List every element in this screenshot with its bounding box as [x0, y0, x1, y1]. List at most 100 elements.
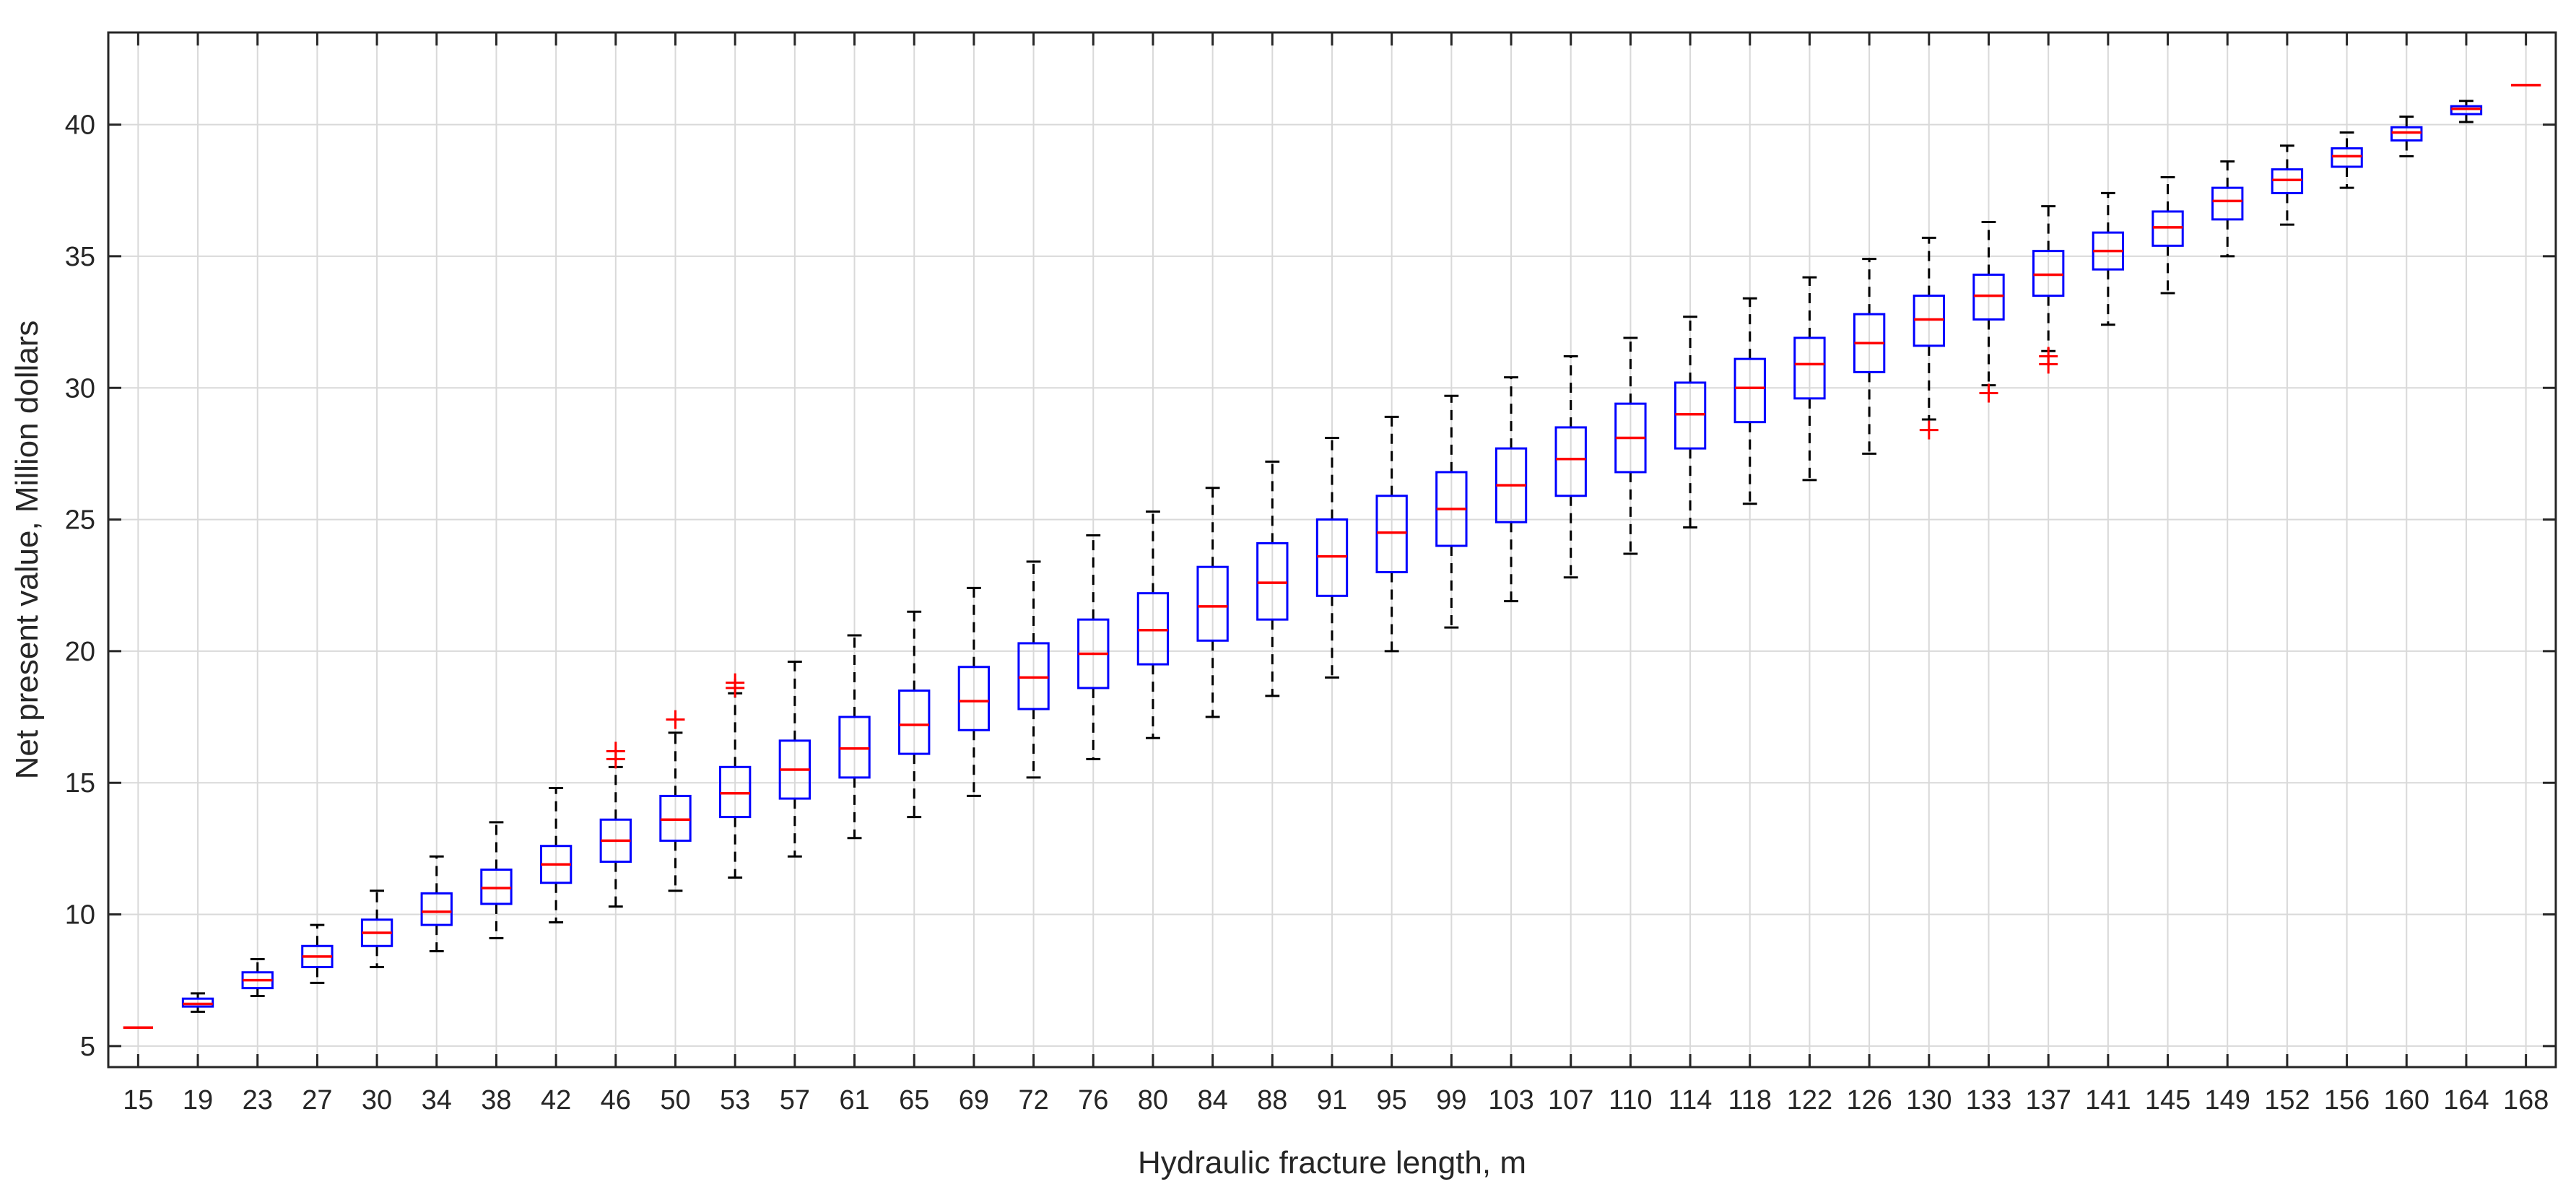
- box-group: [778, 660, 811, 858]
- x-tick-label: 110: [1609, 1085, 1653, 1115]
- outlier-marker: [726, 673, 745, 692]
- box-group: [181, 992, 214, 1013]
- box-group: [1853, 258, 1886, 455]
- x-tick-label: 50: [660, 1085, 690, 1115]
- grid-lines: [108, 32, 2556, 1067]
- x-tick-label: 27: [302, 1085, 332, 1115]
- y-tick-label: 10: [65, 900, 95, 931]
- iqr-box: [659, 794, 692, 842]
- x-tick-label: 15: [123, 1085, 153, 1115]
- x-tick-label: 69: [959, 1085, 989, 1115]
- box-group: [838, 634, 871, 840]
- box-group: [1913, 236, 1945, 440]
- x-tick-label: 53: [720, 1085, 750, 1115]
- iqr-box: [838, 715, 871, 779]
- box-group: [1972, 221, 2005, 403]
- x-tick-label: 141: [2085, 1085, 2131, 1115]
- y-tick-label: 5: [80, 1032, 95, 1062]
- x-tick-label: 72: [1018, 1085, 1048, 1115]
- iqr-box: [1136, 592, 1170, 666]
- x-tick-label: 137: [2025, 1085, 2071, 1115]
- iqr-box: [181, 997, 214, 1008]
- x-tick-label: 168: [2503, 1085, 2549, 1115]
- plot-area: [123, 84, 2541, 1030]
- outlier-marker: [1979, 383, 1998, 403]
- x-tick-label: 126: [1846, 1085, 1892, 1115]
- iqr-box: [1256, 541, 1289, 621]
- box-group: [1017, 560, 1050, 779]
- box-group: [1793, 276, 1826, 482]
- x-tick-label: 46: [601, 1085, 631, 1115]
- box-group: [2151, 176, 2184, 295]
- box-group: [2331, 131, 2363, 189]
- box-group: [539, 786, 573, 923]
- x-tick-label: 61: [839, 1085, 869, 1115]
- x-tick-label: 76: [1078, 1085, 1108, 1115]
- box-group: [1136, 510, 1170, 739]
- x-tick-label: 19: [183, 1085, 213, 1115]
- iqr-box: [1315, 518, 1349, 597]
- x-tick-label: 164: [2443, 1085, 2489, 1115]
- box-group: [360, 889, 393, 968]
- x-tick-label: 38: [481, 1085, 511, 1115]
- box-group: [957, 586, 991, 797]
- y-tick-label: 30: [65, 373, 95, 404]
- box-group: [480, 821, 513, 939]
- box-group: [2211, 160, 2244, 258]
- x-tick-label: 149: [2205, 1085, 2250, 1115]
- x-tick-label: 30: [362, 1085, 392, 1115]
- x-tick-label: 88: [1257, 1085, 1287, 1115]
- box-group: [1256, 460, 1289, 697]
- box-group: [1196, 487, 1229, 718]
- axis-ticks: 5 10 15 20 25 30 35 40 15 19 23 27 30 34 38 42 46 50 53 57 6…: [65, 32, 2556, 1115]
- iqr-box: [719, 765, 752, 819]
- iqr-box: [1793, 336, 1826, 400]
- y-tick-label: 35: [65, 242, 95, 272]
- box-group: [1674, 316, 1707, 529]
- box-group: [2092, 191, 2125, 326]
- box-group: [1614, 336, 1647, 555]
- iqr-box: [2271, 168, 2304, 194]
- y-axis-label: Net present value, Million dollars: [9, 321, 45, 780]
- box-group: [420, 855, 453, 953]
- y-tick-label: 15: [65, 768, 95, 799]
- box-group: [659, 710, 692, 892]
- box-group: [2271, 144, 2304, 226]
- iqr-box: [1375, 495, 1408, 573]
- iqr-box: [2390, 126, 2423, 142]
- x-tick-label: 156: [2324, 1085, 2370, 1115]
- x-tick-label: 99: [1436, 1085, 1466, 1115]
- x-tick-label: 42: [541, 1085, 571, 1115]
- x-tick-label: 65: [899, 1085, 929, 1115]
- x-tick-label: 80: [1138, 1085, 1168, 1115]
- x-axis-label: Hydraulic fracture length, m: [1138, 1145, 1526, 1180]
- iqr-box: [2450, 105, 2483, 116]
- x-tick-label: 107: [1548, 1085, 1593, 1115]
- x-tick-label: 34: [422, 1085, 452, 1115]
- iqr-box: [1196, 565, 1229, 642]
- iqr-box: [2151, 210, 2184, 247]
- x-tick-label: 91: [1317, 1085, 1347, 1115]
- x-tick-label: 130: [1906, 1085, 1951, 1115]
- iqr-box: [1972, 273, 2005, 321]
- x-tick-label: 160: [2384, 1085, 2429, 1115]
- box-group: [1077, 534, 1110, 760]
- iqr-box: [1674, 381, 1707, 450]
- outlier-marker: [2039, 347, 2058, 366]
- box-group: [1494, 376, 1528, 603]
- x-tick-label: 23: [243, 1085, 273, 1115]
- x-tick-label: 57: [780, 1085, 810, 1115]
- box-group: [599, 741, 632, 908]
- outlier-marker: [606, 741, 625, 761]
- y-tick-label: 40: [65, 110, 95, 141]
- x-tick-label: 95: [1377, 1085, 1407, 1115]
- box-group: [2032, 205, 2065, 374]
- box-group: [1315, 437, 1349, 679]
- x-tick-label: 114: [1668, 1085, 1713, 1115]
- x-tick-label: 133: [1966, 1085, 2011, 1115]
- iqr-box: [1913, 295, 1945, 347]
- box-group: [301, 923, 334, 984]
- iqr-box: [1017, 642, 1050, 710]
- y-tick-label: 25: [65, 505, 95, 536]
